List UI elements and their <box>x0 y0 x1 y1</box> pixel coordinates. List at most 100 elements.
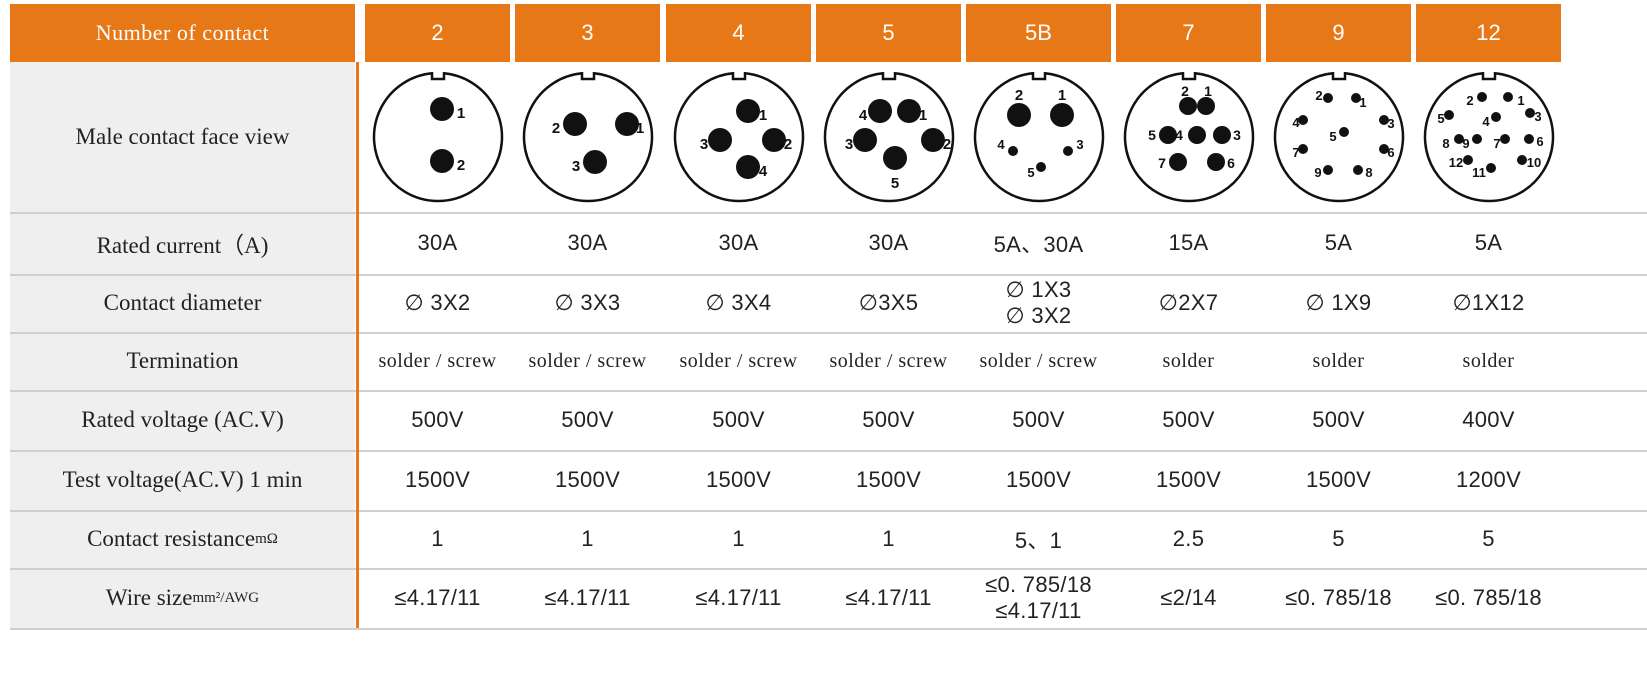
value-cell: ≤4.17/11 <box>365 568 510 628</box>
cell-value: 5 <box>1332 526 1345 552</box>
value-cell: ∅ 1X3 ∅ 3X2 <box>966 274 1111 332</box>
value-text: 5A、30A <box>993 232 1084 257</box>
connector-face-diagram: 12 34 5 <box>823 71 954 203</box>
contact-pin <box>1049 103 1074 127</box>
value-cell: solder / screw <box>515 332 660 390</box>
value-cell: 30A <box>365 212 510 274</box>
value-cell: 5、1 <box>966 510 1111 568</box>
cell-value: ≤4.17/11 <box>845 585 931 611</box>
contact-pin <box>1062 146 1073 156</box>
row-label-text: Male contact face view <box>75 124 290 149</box>
value-text: 15A <box>1168 230 1209 255</box>
value-text: 1 <box>431 526 444 551</box>
pin-number-label: 4 <box>758 163 767 180</box>
pin-number-label: 4 <box>997 137 1005 152</box>
value-text: ∅2X7 <box>1158 290 1219 315</box>
cell-value: ∅ 3X4 <box>706 290 772 316</box>
cell-value: ∅ 1X3 ∅ 3X2 <box>1006 277 1072 329</box>
value-text: ∅1X12 <box>1452 290 1525 315</box>
value-cell: 1 <box>816 510 961 568</box>
contact-count: 2 <box>431 20 444 45</box>
pin-number-label: 8 <box>1365 165 1372 180</box>
pin-number-label: 3 <box>1387 116 1394 131</box>
column-divider <box>356 62 359 628</box>
pin-number-label: 6 <box>1536 134 1543 149</box>
contact-pin <box>1502 92 1513 102</box>
pin-number-label: 5 <box>1148 127 1156 143</box>
cell-value: solder / screw <box>679 350 797 373</box>
pin-number-label: 1 <box>918 107 926 124</box>
value-cell: 5A、30A <box>966 212 1111 274</box>
value-cell: ≤0. 785/18 <box>1266 568 1411 628</box>
contact-count: 5B <box>1025 20 1052 45</box>
cell-value: 1500V <box>555 467 620 493</box>
value-cell: 1 2 3 4 5 6 7 8 9 10 11 12 <box>1416 62 1561 212</box>
value-text: 500V <box>862 407 915 432</box>
contact-pin <box>614 112 639 136</box>
pin-number-label: 8 <box>1442 136 1449 151</box>
value-text: 400V <box>1462 407 1515 432</box>
row-divider <box>10 628 1647 630</box>
cell-value: 1500V <box>1306 467 1371 493</box>
value-text: 1500V <box>1305 467 1372 492</box>
value-cell: 500V <box>515 390 660 450</box>
pin-number-label: 3 <box>1534 109 1541 124</box>
contact-count: 4 <box>732 20 745 45</box>
cell-value: ∅2X7 <box>1159 290 1219 316</box>
value-text: 30A <box>567 230 608 255</box>
pin-number-label: 11 <box>1472 165 1486 180</box>
unit-label: mΩ <box>255 530 278 547</box>
value-cell: 30A <box>666 212 811 274</box>
cell-value: ∅ 3X2 <box>405 290 471 316</box>
value-cell: 1500V <box>1116 450 1261 510</box>
pin-number-label: 3 <box>844 136 852 153</box>
connector-face-diagram: 12 3 4 <box>673 71 804 203</box>
pin-number-label: 2 <box>551 120 559 137</box>
pin-number-label: 3 <box>699 136 707 153</box>
row-divider <box>10 510 1647 512</box>
pin-number-label: 5 <box>1329 129 1336 144</box>
value-text: ≤2/14 <box>1160 585 1217 610</box>
contact-pin <box>1212 126 1231 144</box>
contact-count: 9 <box>1332 20 1345 45</box>
cell-value: solder / screw <box>528 350 646 373</box>
value-text: ∅ 1X9 <box>1305 290 1372 315</box>
contact-pin <box>1476 92 1487 102</box>
value-cell: 1500V <box>1266 450 1411 510</box>
contact-pin <box>1524 108 1535 118</box>
value-cell: 5A <box>1416 212 1561 274</box>
pin-number-label: 4 <box>858 107 867 124</box>
pin-number-label: 2 <box>1315 88 1322 103</box>
connector-spec-table: Number of contact 2 3 4 5 5B 7 9 12 Male contact … <box>10 4 1647 671</box>
contact-pin <box>1471 134 1482 144</box>
value-text: 2.5 <box>1172 526 1205 551</box>
contact-pin <box>896 99 921 123</box>
value-cell: 5 <box>1416 510 1561 568</box>
value-cell: ∅ 3X4 <box>666 274 811 332</box>
cell-value: solder / screw <box>829 350 947 373</box>
row-label-text: Test voltage(AC.V) 1 min <box>62 467 303 492</box>
value-text: 30A <box>718 230 759 255</box>
contact-count: 12 <box>1476 20 1501 45</box>
contact-pin <box>1350 93 1361 103</box>
cell-value: ∅3X5 <box>859 290 919 316</box>
contact-pin <box>1006 103 1031 127</box>
value-cell: 5A <box>1266 212 1411 274</box>
value-text: ∅ 3X3 <box>554 290 621 315</box>
contact-pin <box>1378 144 1389 154</box>
cell-value: 1500V <box>1006 467 1071 493</box>
cell-value: ≤4.17/11 <box>544 585 630 611</box>
pin-number-label: 2 <box>1014 87 1022 104</box>
value-cell: 500V <box>1116 390 1261 450</box>
header-column: 9 <box>1266 4 1411 62</box>
contact-pin <box>1322 93 1333 103</box>
value-text: 1500V <box>1155 467 1222 492</box>
cell-value: 5A、30A <box>994 227 1084 259</box>
cell-value: 1500V <box>405 467 470 493</box>
value-text: 500V <box>1312 407 1365 432</box>
pin-number-label: 5 <box>890 175 898 192</box>
value-text: 1500V <box>554 467 621 492</box>
header-column: 12 <box>1416 4 1561 62</box>
value-cell: ∅3X5 <box>816 274 961 332</box>
